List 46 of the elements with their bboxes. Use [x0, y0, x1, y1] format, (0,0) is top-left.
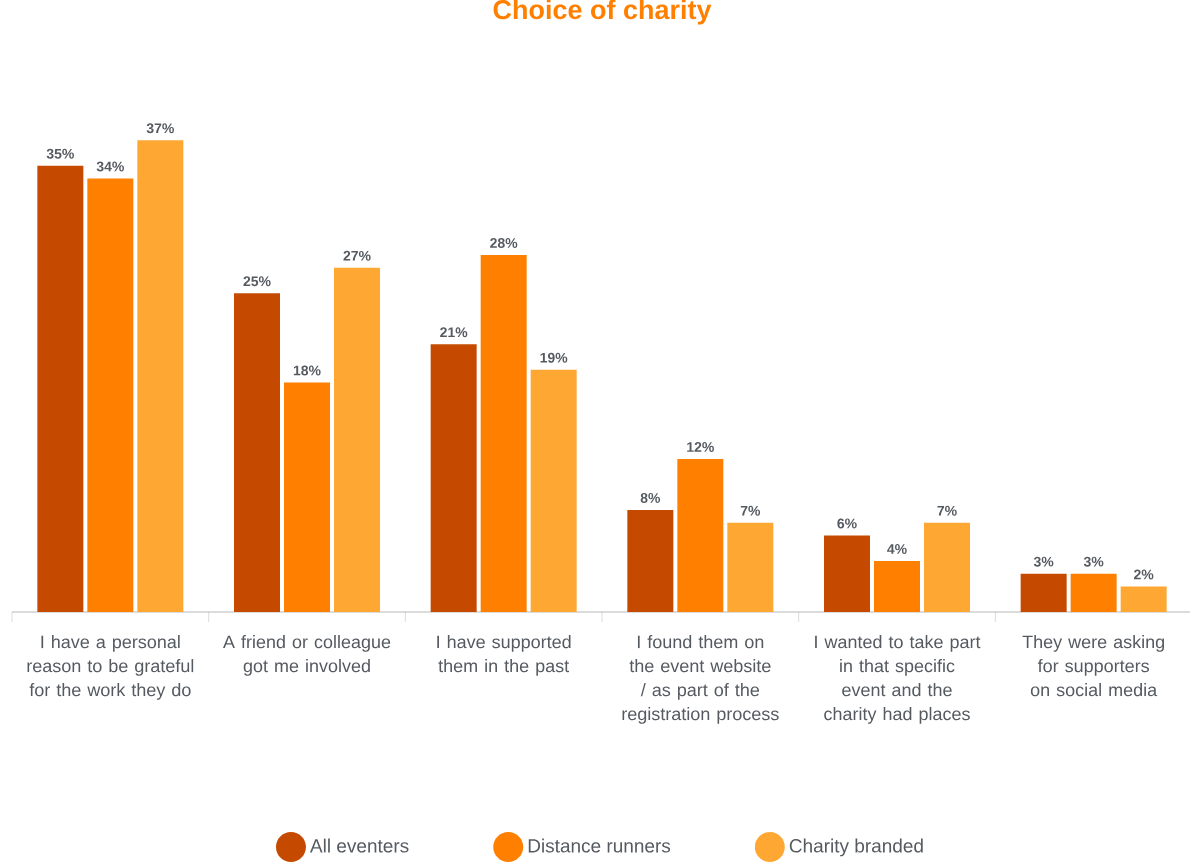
- data-label: 12%: [687, 442, 714, 452]
- data-label: 27%: [343, 250, 371, 261]
- bar: [87, 178, 134, 612]
- data-label: 7%: [740, 505, 761, 516]
- x-tick-label: I have a personal reason to be grateful for the work they do: [27, 635, 194, 700]
- bar: [284, 382, 330, 612]
- data-label: 21%: [440, 327, 468, 338]
- data-label: 6%: [837, 518, 857, 529]
- legend-label: Charity branded: [789, 838, 923, 857]
- bar: [480, 255, 527, 612]
- data-label: 8%: [640, 493, 661, 503]
- bar: [334, 267, 381, 612]
- bar: [627, 510, 674, 612]
- bar: [873, 561, 920, 612]
- data-label: 3%: [1083, 556, 1104, 567]
- data-label: 2%: [1134, 569, 1154, 580]
- data-label: 28%: [490, 238, 518, 248]
- x-tick-label: I found them on the event website / as part of the registration process: [622, 635, 779, 724]
- data-label: 7%: [937, 505, 957, 516]
- data-label: 25%: [243, 276, 271, 287]
- bar: [1120, 586, 1167, 612]
- bar: [1020, 573, 1067, 612]
- bar: [727, 522, 774, 612]
- chart-title: Choice of charity: [493, 0, 712, 25]
- data-label: 3%: [1033, 556, 1054, 567]
- bar: [677, 459, 724, 612]
- bar: [137, 140, 184, 612]
- bar: [1070, 573, 1117, 612]
- data-label: 18%: [293, 365, 321, 376]
- bar: [234, 293, 280, 612]
- x-tick-label: A friend or colleague got me involved: [222, 635, 391, 676]
- bar: [530, 369, 577, 612]
- bar: [430, 344, 477, 612]
- data-label: 35%: [46, 148, 74, 159]
- bar: [823, 535, 870, 612]
- legend-label: Distance runners: [528, 838, 671, 853]
- data-label: 34%: [96, 161, 124, 172]
- bar: [923, 522, 970, 612]
- bar: [37, 165, 84, 612]
- x-tick-label: They were asking for supporters on social media: [1022, 635, 1164, 697]
- data-label: 37%: [146, 123, 174, 134]
- data-label: 19%: [540, 352, 568, 363]
- x-tick-label: I wanted to take part in that specific event and the charity had places: [815, 635, 981, 724]
- legend-label: All eventers: [309, 838, 409, 853]
- data-label: 4%: [887, 544, 907, 554]
- x-tick-label: I have supported them in the past: [437, 635, 571, 676]
